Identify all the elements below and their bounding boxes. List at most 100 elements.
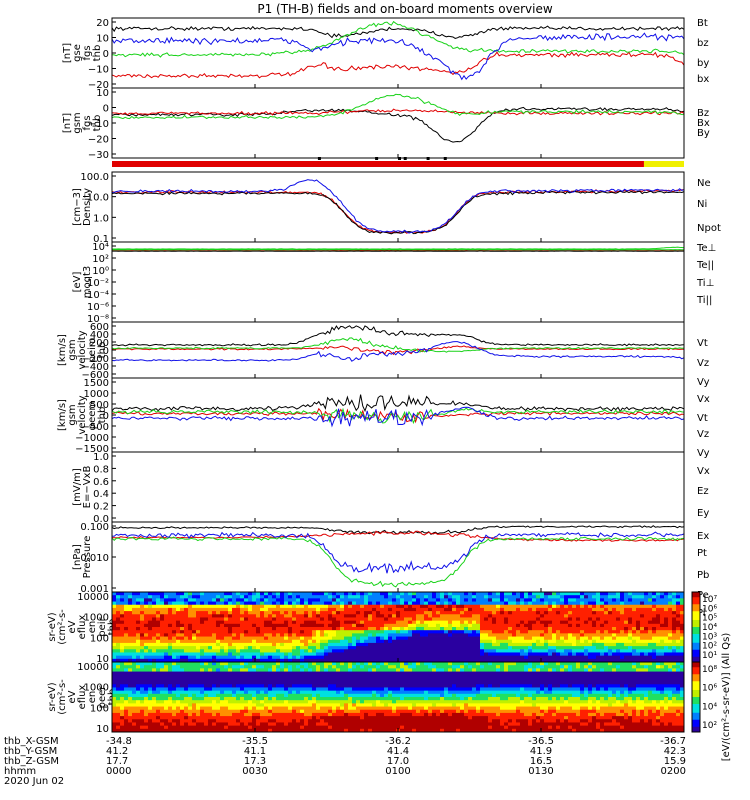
spectrogram-cell [460, 630, 465, 634]
spectrogram-cell [180, 687, 185, 692]
spectrogram-cell [184, 674, 189, 679]
spectrogram-cell [360, 592, 365, 596]
spectrogram-cell [228, 709, 233, 714]
spectrogram-cell [336, 716, 341, 720]
spectrogram-cell [468, 655, 473, 660]
spectrogram-cell [112, 639, 117, 644]
spectrogram-cell [224, 662, 229, 666]
spectrogram-cell [164, 611, 169, 615]
spectrogram-cell [328, 614, 333, 618]
spectrogram-cell [236, 658, 241, 663]
spectrogram-cell [248, 725, 253, 730]
spectrogram-cell [252, 617, 257, 622]
spectrogram-cell [188, 719, 193, 723]
colorbar-swatch [692, 658, 700, 661]
spectrogram-cell [208, 684, 213, 688]
spectrogram-cell [484, 592, 489, 596]
legend-vx: Vx [697, 394, 710, 405]
spectrogram-cell [512, 595, 517, 599]
spectrogram-cell [388, 690, 393, 695]
spectrogram-cell [480, 646, 485, 650]
spectrogram-cell [328, 709, 333, 714]
spectrogram-cell [132, 633, 137, 637]
spectrogram-cell [112, 677, 117, 682]
spectrogram-cell [244, 671, 249, 676]
spectrogram-cell [596, 604, 601, 609]
spectrogram-cell [260, 604, 265, 609]
spectrogram-cell [412, 595, 417, 599]
spectrogram-cell [252, 604, 257, 609]
spectrogram-cell [212, 592, 217, 596]
spectrogram-cell [160, 700, 165, 704]
spectrogram-cell [124, 662, 129, 666]
spectrogram-cell [376, 693, 381, 698]
spectrogram-cell [156, 693, 161, 698]
spectrogram-cell [304, 662, 309, 666]
spectrogram-cell [528, 658, 533, 663]
spectrogram-cell [672, 636, 677, 641]
spectrogram-cell [192, 646, 197, 650]
spectrogram-cell [120, 630, 125, 634]
spectrogram-cell [472, 614, 477, 618]
spectrogram-cell [628, 642, 633, 647]
spectrogram-cell [120, 684, 125, 688]
spectrogram-cell [376, 636, 381, 641]
spectrogram-cell [216, 725, 221, 730]
spectrogram-cell [676, 655, 681, 660]
spectrogram-cell [360, 716, 365, 720]
spectrogram-cell [176, 611, 181, 615]
spectrogram-cell [276, 614, 281, 618]
spectrogram-cell [252, 649, 257, 653]
spectrogram-cell [620, 649, 625, 653]
spectrogram-cell [456, 592, 461, 596]
spectrogram-cell [592, 652, 597, 657]
spectrogram-cell [352, 719, 357, 723]
spectrogram-cell [296, 681, 301, 685]
spectrogram-cell [300, 598, 305, 602]
spectrogram-cell [336, 607, 341, 612]
spectrogram-cell [400, 620, 405, 625]
spectrogram-cell [620, 598, 625, 602]
spectrogram-cell [180, 630, 185, 634]
spectrogram-cell [328, 633, 333, 637]
spectrogram-cell [228, 671, 233, 676]
spectrogram-cell [316, 617, 321, 622]
spectrogram-cell [376, 709, 381, 714]
spectrogram-cell [240, 617, 245, 622]
spectrogram-cell [676, 601, 681, 606]
spectrogram-cell [620, 607, 625, 612]
spectrogram-cell [440, 642, 445, 647]
spectrogram-cell [240, 639, 245, 644]
spectrogram-cell [340, 623, 345, 628]
spectrogram-cell [656, 620, 661, 625]
spectrogram-cell [576, 598, 581, 602]
spectrogram-cell [252, 674, 257, 679]
spectrogram-cell [176, 639, 181, 644]
spectrogram-cell [196, 642, 201, 647]
spectrogram-cell [428, 607, 433, 612]
spectrogram-cell [124, 706, 129, 711]
spectrogram-cell [216, 655, 221, 660]
spectrogram-cell [216, 728, 221, 733]
spectrogram-cell [312, 687, 317, 692]
spectrogram-cell [304, 620, 309, 625]
spectrogram-cell [344, 652, 349, 657]
spectrogram-cell [276, 712, 281, 717]
spectrogram-cell [640, 623, 645, 628]
legend-vz: Vz [697, 358, 709, 369]
spectrogram-cell [500, 592, 505, 596]
spectrogram-cell [320, 592, 325, 596]
spectrogram-cell [180, 592, 185, 596]
spectrogram-cell [364, 693, 369, 698]
spectrogram-cell [316, 690, 321, 695]
spectrogram-cell [272, 706, 277, 711]
spectrogram-cell [176, 636, 181, 641]
spectrogram-cell [372, 627, 377, 631]
spectrogram-cell [172, 636, 177, 641]
spectrogram-cell [216, 620, 221, 625]
spectrogram-cell [152, 646, 157, 650]
spectrogram-cell [504, 614, 509, 618]
spectrogram-cell [580, 623, 585, 628]
spectrogram-cell [148, 671, 153, 676]
spectrogram-cell [124, 671, 129, 676]
